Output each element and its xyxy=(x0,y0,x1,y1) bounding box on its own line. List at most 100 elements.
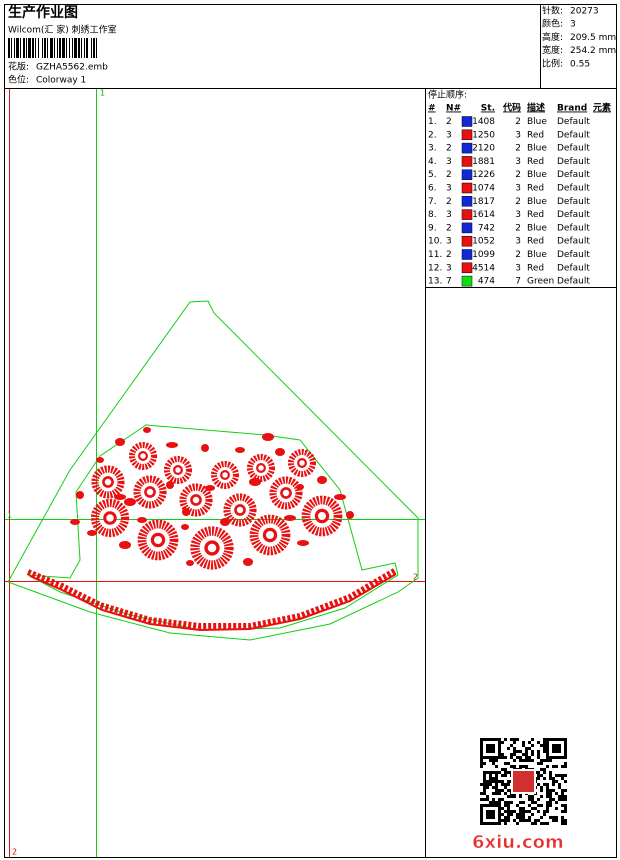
qr-cell xyxy=(561,819,564,822)
qr-cell xyxy=(537,753,540,756)
qr-code xyxy=(480,738,567,825)
dot xyxy=(297,540,309,546)
qr-cell xyxy=(519,813,522,816)
dot xyxy=(317,476,327,484)
dot xyxy=(249,478,261,486)
qr-cell xyxy=(522,807,525,810)
qr-cell xyxy=(549,777,552,780)
qr-cell xyxy=(528,819,531,822)
barcode-bar xyxy=(14,38,15,58)
qr-cell xyxy=(489,759,492,762)
row-brand: Default xyxy=(557,223,590,233)
row-index: 4. xyxy=(428,157,437,167)
qr-cell xyxy=(540,774,543,777)
qr-cell xyxy=(525,759,528,762)
qr-cell xyxy=(537,810,540,813)
row-index: 8. xyxy=(428,210,437,220)
qr-cell xyxy=(510,756,513,759)
row-brand: Default xyxy=(557,117,590,127)
qr-cell xyxy=(522,765,525,768)
qr-cell xyxy=(480,783,483,786)
barcode-bar xyxy=(54,38,55,58)
row-brand: Default xyxy=(557,144,590,154)
qr-cell xyxy=(495,792,498,795)
qr-cell xyxy=(543,768,546,771)
row-stitches: 1250 xyxy=(472,130,495,140)
qr-cell xyxy=(531,738,534,741)
qr-cell xyxy=(498,771,501,774)
row-description: Blue xyxy=(527,117,547,127)
qr-cell xyxy=(513,810,516,813)
qr-cell xyxy=(486,798,489,801)
qr-cell xyxy=(528,747,531,750)
qr-cell xyxy=(504,762,507,765)
info-label: 比例: xyxy=(542,57,563,69)
color-swatch xyxy=(461,262,473,274)
qr-cell xyxy=(552,783,555,786)
qr-cell xyxy=(552,789,555,792)
qr-cell xyxy=(537,741,540,744)
qr-cell xyxy=(555,801,558,804)
barcode-bar xyxy=(32,38,34,58)
barcode xyxy=(8,38,97,58)
qr-cell xyxy=(525,810,528,813)
dot xyxy=(87,530,97,536)
qr-cell xyxy=(552,765,555,768)
row-code: 2 xyxy=(515,144,521,154)
qr-cell xyxy=(528,810,531,813)
barcode-bar xyxy=(96,38,97,58)
barcode-bar xyxy=(59,38,61,58)
row-code: 3 xyxy=(515,130,521,140)
qr-cell xyxy=(558,774,561,777)
sunburst xyxy=(179,483,213,517)
qr-cell xyxy=(519,810,522,813)
qr-cell xyxy=(537,783,540,786)
dot xyxy=(243,558,253,566)
qr-cell xyxy=(513,753,516,756)
row-needle: 2 xyxy=(446,250,452,260)
qr-cell xyxy=(537,771,540,774)
qr-cell xyxy=(507,789,510,792)
row-brand: Default xyxy=(557,237,590,247)
qr-cell xyxy=(489,777,492,780)
qr-cell xyxy=(483,777,486,780)
qr-cell xyxy=(480,765,483,768)
info-label: 颜色: xyxy=(542,18,563,30)
barcode-bar xyxy=(74,38,77,58)
qr-cell xyxy=(561,798,564,801)
qr-cell xyxy=(507,780,510,783)
row-brand: Default xyxy=(557,170,590,180)
sunburst-eye xyxy=(192,496,200,504)
colorway-label: 色位: xyxy=(8,74,29,86)
qr-cell xyxy=(507,807,510,810)
sunburst-eye xyxy=(154,536,162,544)
dot xyxy=(235,447,245,453)
qr-cell xyxy=(534,801,537,804)
qr-cell xyxy=(546,792,549,795)
qr-cell xyxy=(549,774,552,777)
qr-cell xyxy=(564,774,567,777)
qr-cell xyxy=(561,795,564,798)
qr-cell xyxy=(486,771,489,774)
barcode-bar xyxy=(81,38,82,58)
qr-cell xyxy=(564,798,567,801)
row-stitches: 1614 xyxy=(472,210,495,220)
qr-cell xyxy=(543,738,546,741)
qr-cell xyxy=(483,783,486,786)
design-label: 花版: xyxy=(8,61,29,73)
info-label: 针数: xyxy=(542,5,563,17)
qr-cell xyxy=(489,801,492,804)
qr-cell xyxy=(546,804,549,807)
sunburst-eye xyxy=(266,531,274,539)
info-value: 254.2 mm xyxy=(570,46,616,56)
sunburst xyxy=(301,495,343,537)
qr-finder xyxy=(480,804,501,825)
row-code: 2 xyxy=(515,117,521,127)
qr-cell xyxy=(558,786,561,789)
qr-cell xyxy=(498,792,501,795)
qr-cell xyxy=(480,792,483,795)
row-index: 2. xyxy=(428,130,437,140)
qr-cell xyxy=(519,801,522,804)
dot xyxy=(220,518,230,526)
qr-cell xyxy=(507,819,510,822)
